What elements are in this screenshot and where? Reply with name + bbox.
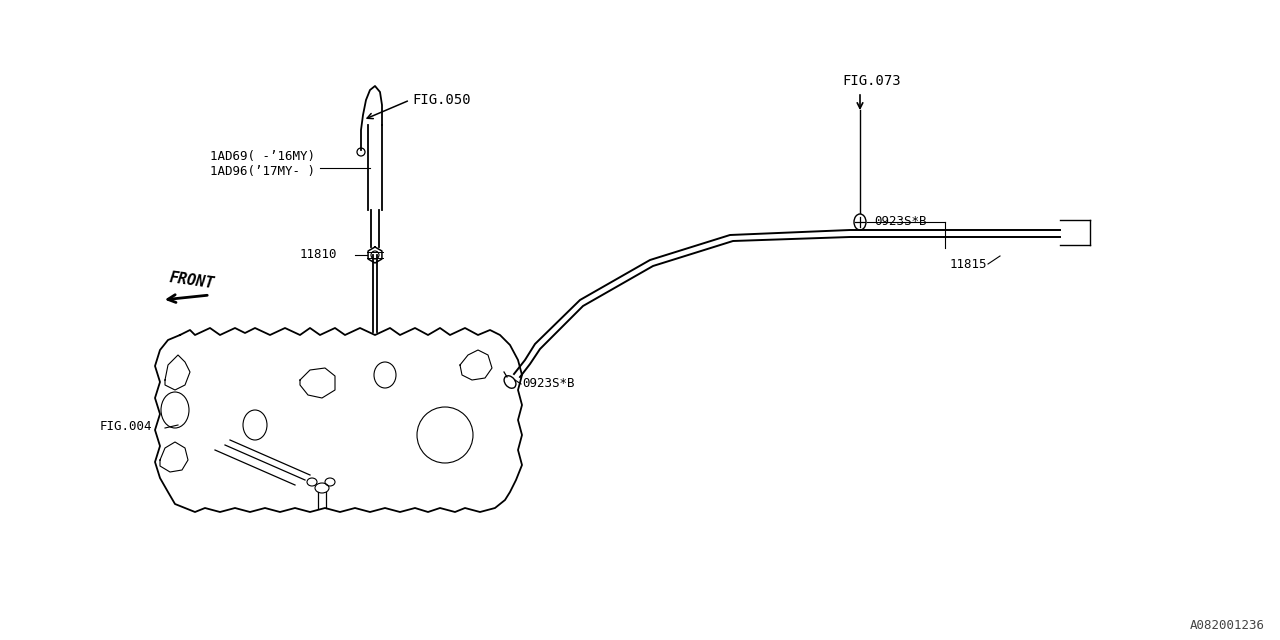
Text: FRONT: FRONT [168, 270, 215, 291]
Text: 11815: 11815 [950, 258, 987, 271]
Text: A082001236: A082001236 [1190, 619, 1265, 632]
Text: 11810: 11810 [300, 248, 338, 261]
Text: FIG.004: FIG.004 [100, 420, 152, 433]
Text: 0923S*B: 0923S*B [874, 215, 927, 228]
Text: 1AD69( -’16MY): 1AD69( -’16MY) [210, 150, 315, 163]
Text: FIG.073: FIG.073 [842, 74, 901, 88]
Text: FIG.050: FIG.050 [412, 93, 471, 107]
Text: 0923S*B: 0923S*B [522, 377, 575, 390]
Text: 1AD96(’17MY- ): 1AD96(’17MY- ) [210, 165, 315, 178]
